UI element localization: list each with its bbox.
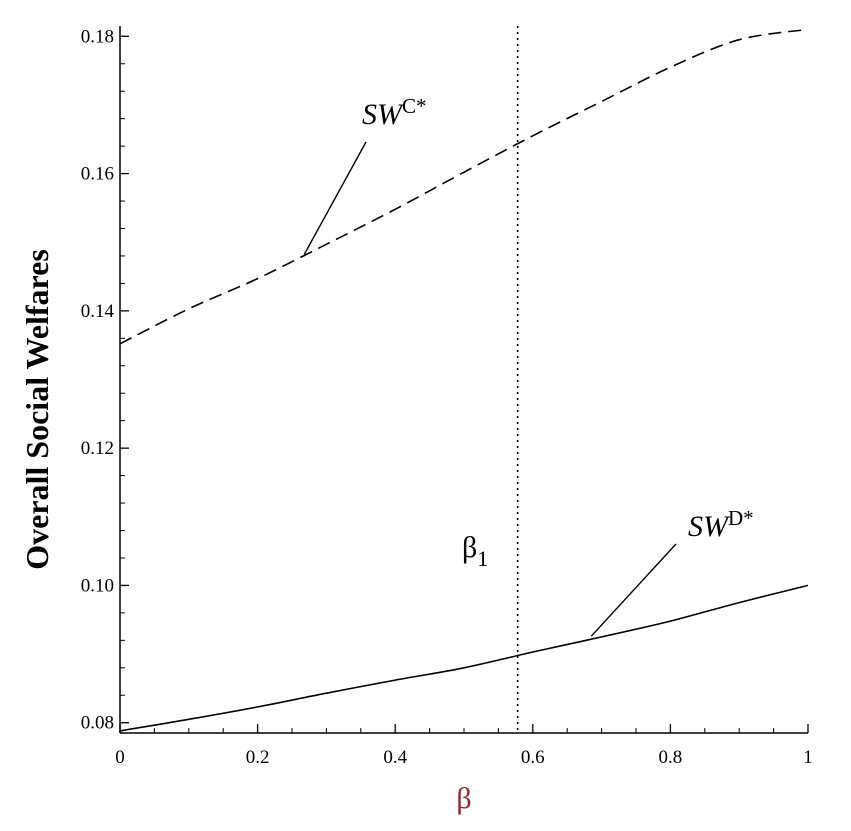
swd-leader-line xyxy=(590,543,677,637)
swc-annotation-sup: C* xyxy=(402,94,427,118)
beta1-annotation-sub: 1 xyxy=(477,546,488,571)
plot-area xyxy=(119,26,809,733)
swd-annotation-sup: D* xyxy=(728,506,754,530)
swc-annotation-base: SW xyxy=(362,98,405,131)
y-tick-label: 0.10 xyxy=(81,575,114,596)
y-tick-label: 0.18 xyxy=(81,26,114,47)
x-tick-label: 0.8 xyxy=(659,747,683,768)
series-line-swd xyxy=(119,584,809,732)
axes: 0.08 0.10 0.12 0.14 0.16 0.18 0 0.2 0.4 0.6 0.8 1 xyxy=(81,26,813,768)
y-tick-label: 0.08 xyxy=(81,713,114,734)
y-tick-label: 0.12 xyxy=(81,438,114,459)
y-axis-title: Overall Social Welfares xyxy=(19,249,55,570)
x-tick-label: 0 xyxy=(115,747,125,768)
x-tick-label: 0.2 xyxy=(246,747,270,768)
series-line-swc xyxy=(119,28,809,345)
swd-annotation-base: SW xyxy=(688,510,731,543)
x-axis-title: β xyxy=(456,782,471,815)
swc-leader-line xyxy=(303,141,367,255)
y-tick-label: 0.14 xyxy=(81,301,115,322)
y-tick-label: 0.16 xyxy=(81,164,114,185)
x-tick-label: 0.4 xyxy=(383,747,407,768)
x-tick-label: 1 xyxy=(803,747,813,768)
swc-annotation: SWC* xyxy=(362,94,427,131)
swd-annotation: SWD* xyxy=(688,506,754,543)
x-tick-label: 0.6 xyxy=(521,747,545,768)
beta1-annotation: β1 xyxy=(462,531,488,571)
beta1-annotation-base: β xyxy=(462,531,477,564)
